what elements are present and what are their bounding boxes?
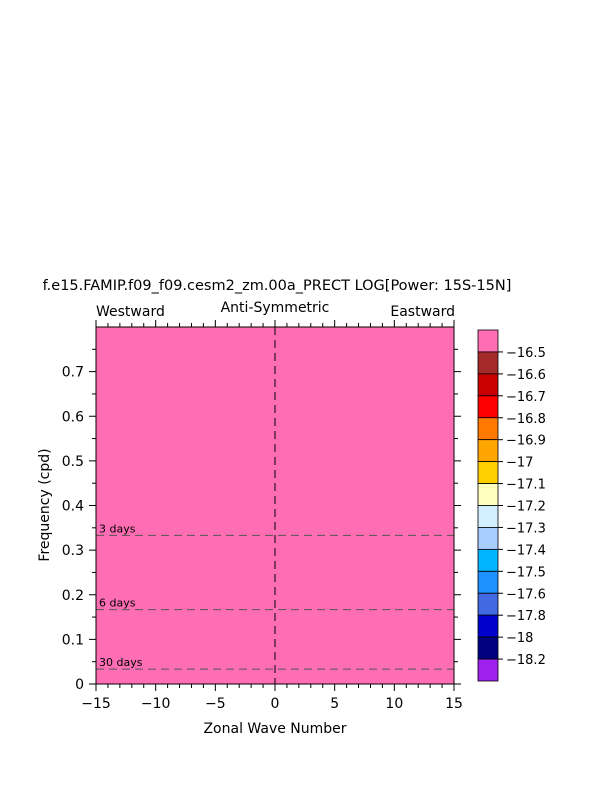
colorbar-label: −16.8 [506, 412, 546, 427]
colorbar-swatch [477, 373, 499, 397]
y-tick-label: 0.6 [62, 409, 84, 425]
colorbar-swatch [477, 439, 499, 463]
y-tick-label: 0.3 [62, 543, 84, 559]
colorbar-swatch [477, 658, 499, 682]
colorbar-swatch [477, 548, 499, 572]
colorbar-swatch [477, 636, 499, 660]
colorbar-label: −17.1 [506, 478, 546, 493]
period-label: 3 days [99, 522, 136, 535]
colorbar-label: −17 [506, 456, 533, 471]
colorbar-swatch [477, 614, 499, 638]
contour-fills [95, 326, 455, 685]
y-tick-label: 0 [75, 677, 84, 693]
center-label: Anti-Symmetric [221, 300, 330, 316]
colorbar-swatch [477, 592, 499, 616]
y-tick-label: 0.4 [62, 499, 84, 515]
y-tick-label: 0.1 [62, 632, 84, 648]
colorbar-label: −17.2 [506, 500, 546, 515]
colorbar-swatch [477, 461, 499, 484]
y-tick-label: 0.7 [62, 365, 84, 381]
colorbar-swatch [477, 527, 499, 550]
colorbar-label: −18 [506, 631, 533, 646]
colorbar-swatch [477, 483, 499, 506]
colorbar-label: −17.3 [506, 521, 546, 536]
chart-title: f.e15.FAMIP.f09_f09.cesm2_zm.00a_PRECT L… [43, 278, 512, 294]
colorbar-label: −16.9 [506, 434, 546, 449]
colorbar-swatch [477, 417, 499, 441]
colorbar-label: −17.8 [506, 609, 546, 624]
colorbar-label: −16.6 [506, 368, 546, 383]
y-tick-label: 0.5 [62, 454, 84, 470]
x-tick-label: 0 [271, 696, 280, 712]
colorbar-swatch [477, 351, 499, 375]
x-axis-title: Zonal Wave Number [203, 721, 346, 737]
colorbar: −16.5 −16.6 −16.7 −16.8 −16.9 −17 −17.1 −17.2 −1… [477, 329, 546, 682]
colorbar-swatch [477, 570, 499, 594]
plot-overlay: 3 days 6 days 30 days [96, 327, 454, 684]
axes: −15 −10 −5 0 5 10 15 0 0.1 0.2 0.3 0.4 0.5 0.6 0.7 [62, 320, 463, 712]
colorbar-label: −17.4 [506, 543, 546, 558]
x-tick-label: 10 [385, 696, 403, 712]
x-tick-label: −15 [81, 696, 111, 712]
colorbar-swatch [477, 329, 499, 353]
colorbar-swatch [477, 505, 499, 528]
eastward-label: Eastward [390, 304, 455, 320]
colorbar-label: −16.7 [506, 390, 546, 405]
x-tick-label: 5 [330, 696, 339, 712]
colorbar-swatch [477, 395, 499, 419]
y-tick-label: 0.2 [62, 588, 84, 604]
westward-label: Westward [96, 304, 165, 320]
period-label: 30 days [99, 656, 143, 669]
x-tick-label: −10 [141, 696, 171, 712]
colorbar-label: −16.5 [506, 346, 546, 361]
colorbar-label: −18.2 [506, 653, 546, 668]
x-tick-label: −5 [205, 696, 226, 712]
period-label: 6 days [99, 597, 136, 610]
colorbar-label: −17.6 [506, 587, 546, 602]
y-axis-title: Frequency (cpd) [37, 448, 53, 561]
x-tick-label: 15 [445, 696, 463, 712]
colorbar-label: −17.5 [506, 565, 546, 580]
